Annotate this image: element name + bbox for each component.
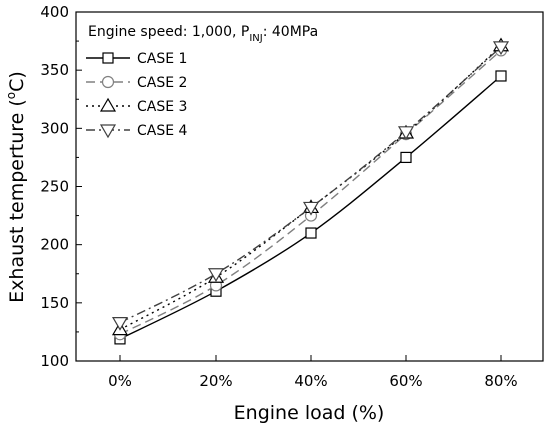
data-point [207, 268, 225, 282]
legend-marker [99, 97, 117, 112]
y-tick-label: 250 [40, 178, 69, 196]
chart-annotation: Engine speed: 1,000, PINJ: 40MPa [88, 24, 318, 44]
legend: CASE 1 CASE 2 CASE 3 CASE 4 [86, 51, 188, 139]
data-point [302, 201, 320, 216]
legend-item: CASE 3 [86, 97, 187, 115]
data-point [492, 41, 510, 56]
x-tick-label: 20% [199, 372, 232, 390]
y-tick-label: 150 [40, 294, 69, 312]
x-tick-label: 0% [108, 372, 132, 390]
legend-item: CASE 2 [86, 75, 187, 91]
x-tick-label: 40% [294, 372, 327, 390]
x-axis-title: Engine load (%) [234, 402, 385, 424]
legend-label: CASE 4 [137, 123, 188, 139]
data-point [305, 227, 317, 239]
legend-marker [102, 52, 114, 64]
data-point [111, 317, 129, 331]
y-axis: 100 150 200 250 300 350 400 [40, 3, 82, 370]
y-tick-label: 300 [40, 119, 69, 137]
y-tick-label: 350 [40, 61, 69, 79]
x-tick-label: 60% [389, 372, 422, 390]
y-axis-title: Exhaust temperture (oC) [4, 71, 28, 303]
legend-item: CASE 4 [86, 123, 188, 139]
x-tick-label: 80% [484, 372, 517, 390]
legend-item: CASE 1 [86, 51, 187, 67]
legend-label: CASE 3 [137, 99, 187, 115]
data-point [397, 126, 415, 141]
legend-marker [101, 75, 115, 89]
data-point [495, 70, 507, 82]
x-axis: 0% 20% 40% 60% 80% [108, 355, 518, 390]
series-case-4 [111, 41, 510, 331]
legend-label: CASE 1 [137, 51, 187, 67]
y-tick-label: 100 [40, 352, 69, 370]
data-point [400, 151, 412, 164]
legend-label: CASE 2 [137, 75, 187, 91]
series-line [119, 49, 502, 335]
y-tick-label: 200 [40, 236, 69, 254]
series-layer [111, 37, 510, 345]
y-tick-label: 400 [40, 3, 69, 21]
legend-marker [99, 124, 117, 139]
